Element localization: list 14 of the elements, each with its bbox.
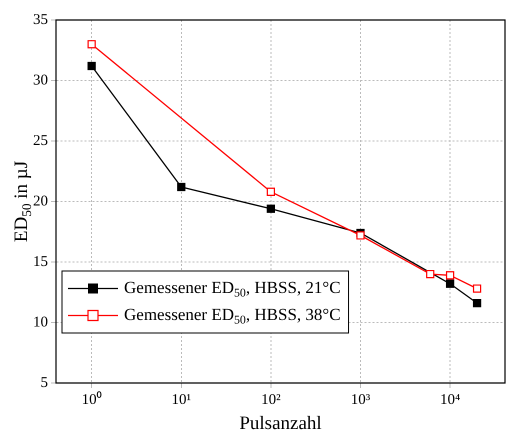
y-tick-label: 15	[33, 254, 48, 270]
y-tick-label: 35	[33, 12, 48, 28]
x-axis-title: Pulsanzahl	[239, 412, 322, 434]
x-tick-label: 10⁰	[82, 390, 102, 408]
y-tick-label: 20	[33, 193, 48, 210]
x-tick-label: 10³	[350, 392, 371, 408]
y-axis-title: ED50 in µJ	[10, 160, 34, 242]
x-tick-label: 10⁴	[440, 392, 460, 408]
x-tick-label: 10¹	[172, 392, 192, 408]
y-tick-label: 30	[33, 72, 48, 88]
x-tick-label: 10²	[261, 392, 282, 408]
y-tick-label: 25	[33, 132, 48, 149]
y-tick-label: 5	[40, 374, 48, 391]
y-tick-label: 10	[33, 314, 48, 330]
